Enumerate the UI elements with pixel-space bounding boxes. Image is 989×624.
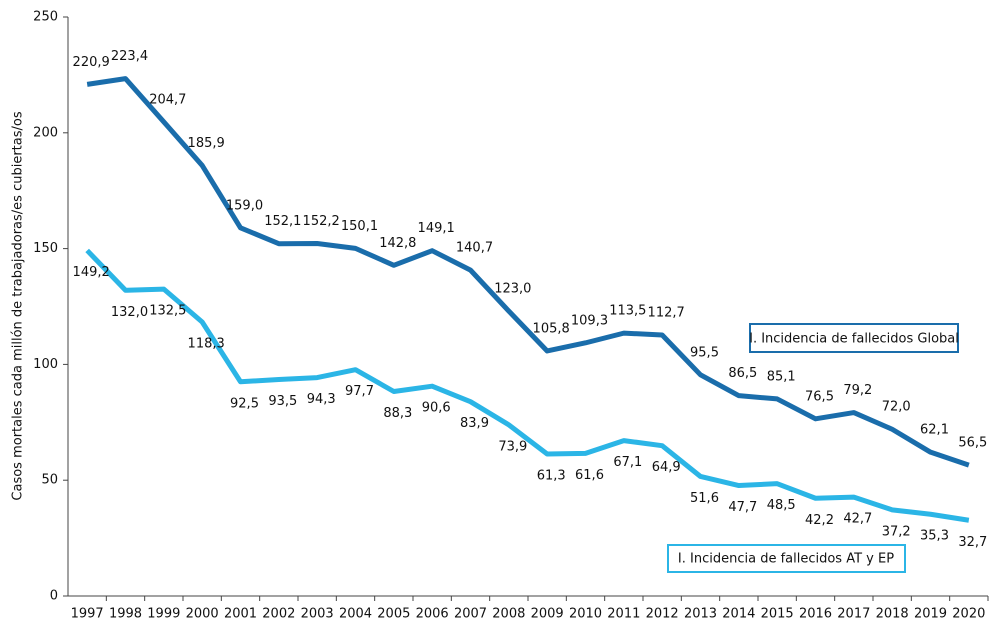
data-label: 204,7 [149,92,186,107]
data-label: 132,5 [149,304,186,319]
data-label: 67,1 [613,455,642,470]
data-label: 64,9 [652,460,681,475]
data-label: 118,3 [188,337,225,352]
x-tick-label: 2009 [531,607,564,622]
data-label: 149,1 [418,221,455,236]
data-label: 150,1 [341,219,378,234]
x-tick-label: 2008 [492,607,525,622]
x-tick-label: 2001 [224,607,257,622]
data-label: 159,0 [226,198,263,213]
x-tick-label: 2007 [454,607,487,622]
x-tick-label: 2014 [722,607,755,622]
x-tick-label: 2018 [876,607,909,622]
data-label: 94,3 [307,392,336,407]
data-label: 79,2 [843,383,872,398]
data-label: 47,7 [728,500,757,515]
data-label: 95,5 [690,345,719,360]
x-tick-label: 2003 [301,607,334,622]
x-tick-label: 2006 [416,607,449,622]
data-label: 113,5 [609,304,646,319]
x-tick-label: 2002 [262,607,295,622]
legend-box [749,323,959,353]
data-label: 76,5 [805,389,834,404]
data-label: 51,6 [690,491,719,506]
legend-label: I. Incidencia de fallecidos Global [749,332,959,347]
data-label: 123,0 [494,282,531,297]
line [86,76,970,468]
data-label: 32,7 [958,535,987,550]
data-label: 152,1 [264,214,301,229]
data-label: 112,7 [648,305,685,320]
data-label: 152,2 [303,214,340,229]
x-tick-label: 2020 [952,607,985,622]
x-tick-label: 2019 [914,607,947,622]
x-tick-label: 1998 [109,607,142,622]
data-label: 72,0 [882,400,911,415]
x-tick-label: 1997 [71,607,104,622]
x-tick-label: 2017 [837,607,870,622]
data-label: 92,5 [230,396,259,411]
x-tick-label: 2005 [377,607,410,622]
data-label: 61,6 [575,468,604,483]
x-tick-label: 2011 [607,607,640,622]
x-tick-label: 2016 [799,607,832,622]
data-label: 90,6 [422,401,451,416]
data-label: 61,3 [537,469,566,484]
x-tick-label: 2015 [761,607,794,622]
data-label: 83,9 [460,416,489,431]
legend-label: I. Incidencia de fallecidos AT y EP [678,552,894,567]
data-label: 142,8 [379,236,416,251]
y-tick-label: 150 [33,241,58,256]
data-label: 105,8 [533,321,570,336]
data-label: 48,5 [767,498,796,513]
data-label: 185,9 [188,136,225,151]
y-tick-label: 50 [41,473,58,488]
data-label: 86,5 [728,366,757,381]
data-label: 73,9 [498,439,527,454]
data-label: 97,7 [345,384,374,399]
data-label: 132,0 [111,305,148,320]
x-tick-label: 2010 [569,607,602,622]
data-label: 140,7 [456,241,493,256]
data-label: 37,2 [882,524,911,539]
y-axis-label: Casos mortales cada millón de trabajador… [11,111,26,500]
data-label: 85,1 [767,369,796,384]
data-label: 149,2 [73,265,110,280]
data-label: 42,7 [843,512,872,527]
x-tick-label: 1999 [147,607,180,622]
data-label: 56,5 [958,436,987,451]
data-label: 88,3 [383,406,412,421]
legend-box [667,544,906,573]
data-label: 220,9 [73,55,110,70]
data-label: 42,2 [805,513,834,528]
data-label: 62,1 [920,423,949,438]
y-tick-label: 0 [50,589,58,604]
x-tick-label: 2004 [339,607,372,622]
y-tick-label: 100 [33,357,58,372]
x-tick-label: 2012 [646,607,679,622]
data-label: 223,4 [111,49,148,64]
data-label: 93,5 [268,394,297,409]
data-label: 35,3 [920,529,949,544]
data-label: 109,3 [571,313,608,328]
y-tick-label: 250 [33,10,58,25]
x-tick-label: 2000 [186,607,219,622]
line [85,248,970,523]
y-tick-label: 200 [33,125,58,140]
x-tick-label: 2013 [684,607,717,622]
